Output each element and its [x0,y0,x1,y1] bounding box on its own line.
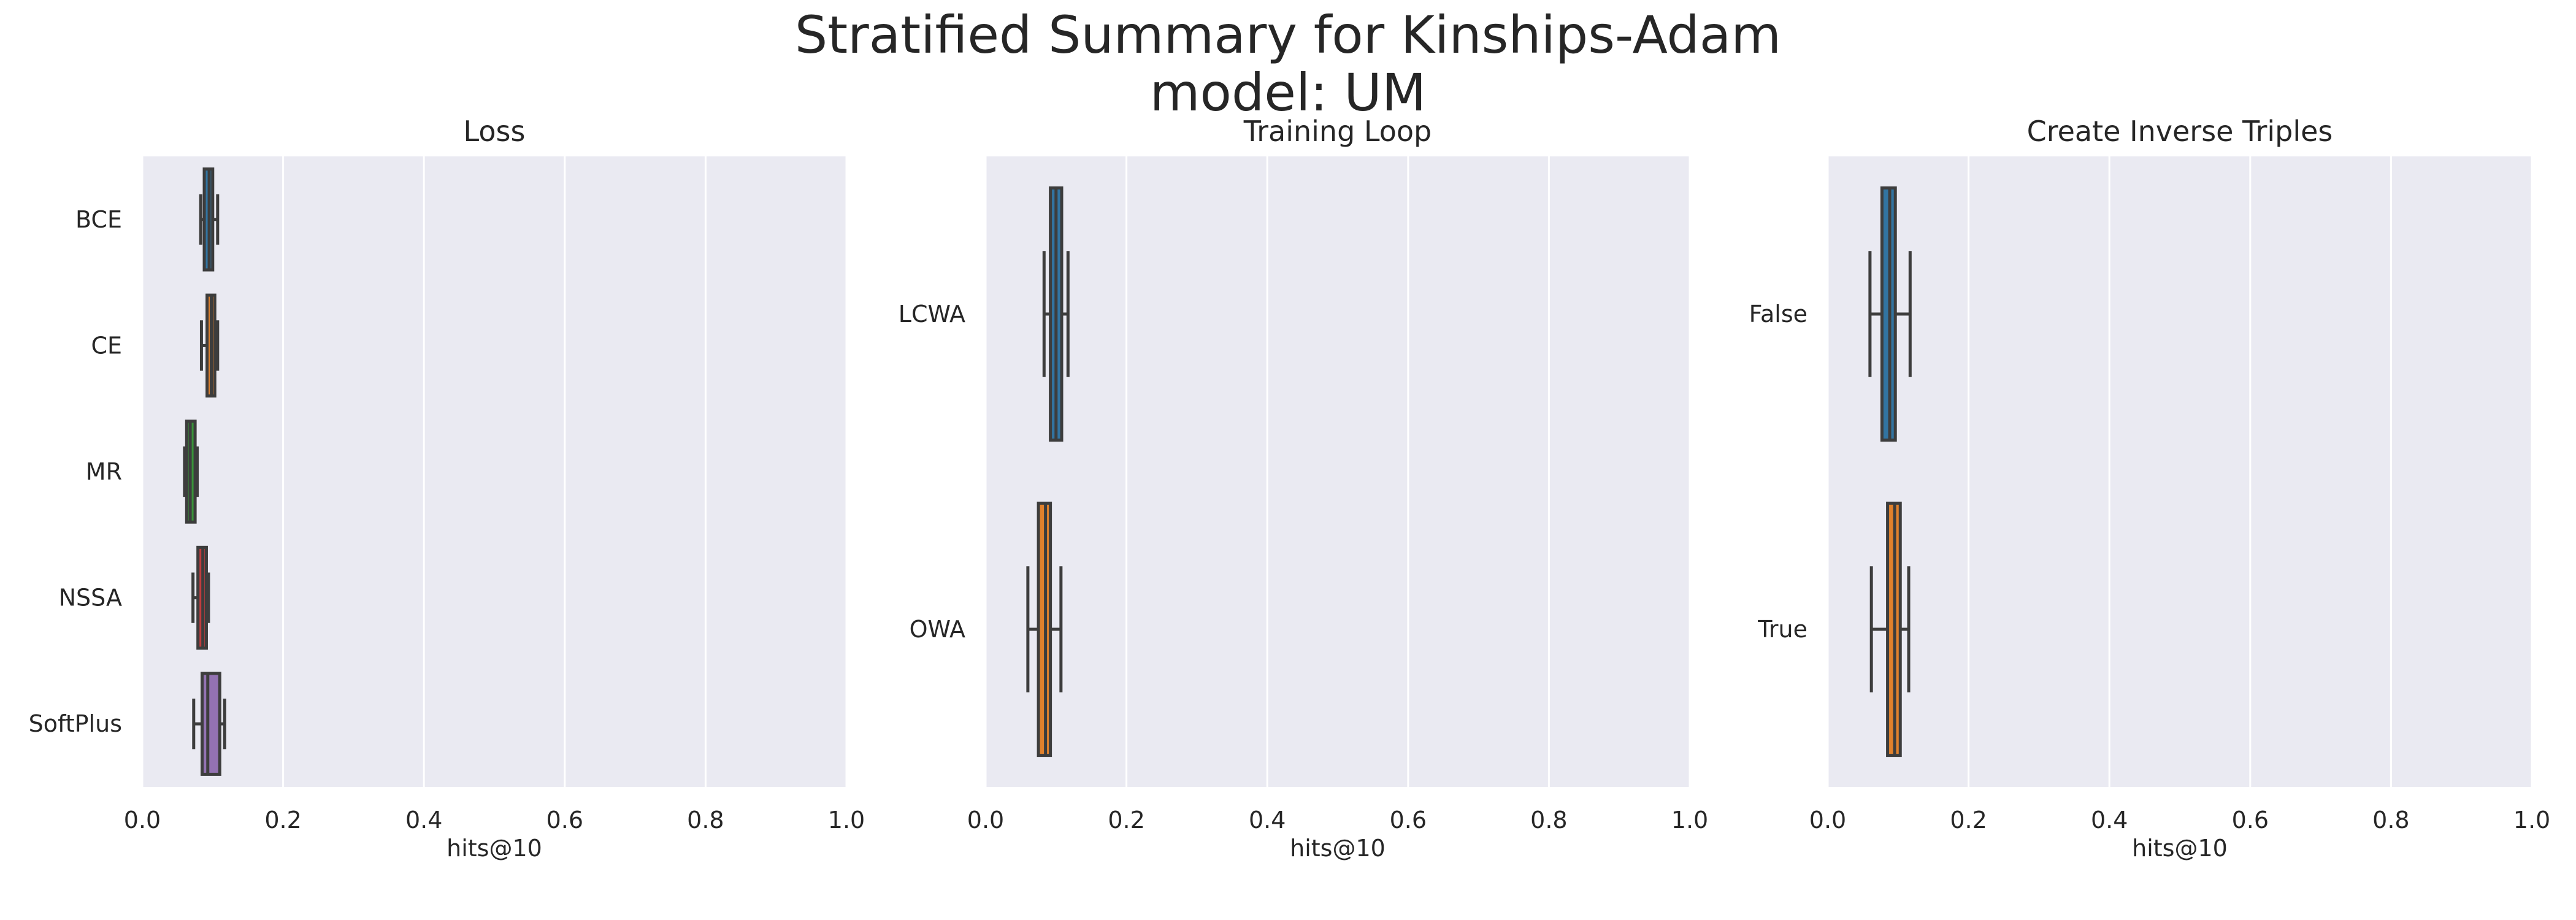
panel-title: Create Inverse Triples [2027,115,2333,148]
plot-area [986,156,1690,787]
y-tick-label: MR [86,458,122,485]
y-tick-label: NSSA [59,585,122,611]
x-tick-label: 0.4 [2091,807,2128,834]
x-tick-label: 0.4 [405,807,442,834]
box-nssa: NSSA [59,545,210,650]
x-tick-label: 0.6 [2232,807,2269,834]
y-tick-label: BCE [75,206,122,233]
y-tick-label: CE [91,332,122,359]
panel-title: Loss [464,115,526,148]
x-tick-label: 0.2 [264,807,301,834]
x-axis-label: hits@10 [447,835,542,862]
box-false: False [1749,186,1912,442]
x-tick-label: 1.0 [2513,807,2550,834]
y-tick-label: LCWA [899,301,965,328]
y-tick-label: True [1757,616,1807,643]
x-tick-label: 0.6 [546,807,583,834]
panel-title: Training Loop [1243,115,1432,148]
x-tick-label: 0.4 [1249,807,1286,834]
box-lcwa: LCWA [899,186,1070,442]
figure-title: Stratified Summary for Kinships-Adam mod… [0,6,2576,121]
box-ce: CE [91,293,220,398]
chart-panel-2: 0.0 0.2 0.4 0.6 0.8 1.0 Training Loop hits@10 LC… [899,115,1708,862]
x-axis-label: hits@10 [1290,835,1386,862]
x-tick-label: 0.8 [687,807,724,834]
x-tick-label: 1.0 [828,807,865,834]
box-owa: OWA [910,501,1063,757]
x-tick-label: 0.0 [1809,807,1846,834]
box-mr: MR [86,420,199,524]
plot-area [1828,156,2532,787]
y-tick-label: OWA [910,616,965,643]
x-tick-label: 0.2 [1108,807,1144,834]
x-tick-label: 1.0 [1671,807,1708,834]
box-softplus: SoftPlus [29,672,226,776]
box-iqr [201,672,221,776]
x-tick-label: 0.8 [2372,807,2409,834]
x-tick-label: 0.6 [1390,807,1427,834]
box-true: True [1757,501,1911,757]
box-bce: BCE [75,167,220,272]
x-tick-label: 0.8 [1530,807,1567,834]
x-axis-label: hits@10 [2132,835,2228,862]
y-tick-label: False [1749,301,1807,328]
x-tick-label: 0.0 [124,807,161,834]
chart-panel-1: 0.0 0.2 0.4 0.6 0.8 1.0 Loss hits@10 BCE CE MR NSSA… [29,115,865,862]
chart-panel-3: 0.0 0.2 0.4 0.6 0.8 1.0 Create Inverse Triples… [1749,115,2551,862]
x-tick-label: 0.0 [967,807,1004,834]
plot-area [142,156,846,787]
figure-title-line-1: Stratified Summary for Kinships-Adam [794,5,1782,65]
figure-title-line-2: model: UM [1149,63,1427,123]
y-tick-label: SoftPlus [29,710,122,737]
x-tick-label: 0.2 [1950,807,1987,834]
